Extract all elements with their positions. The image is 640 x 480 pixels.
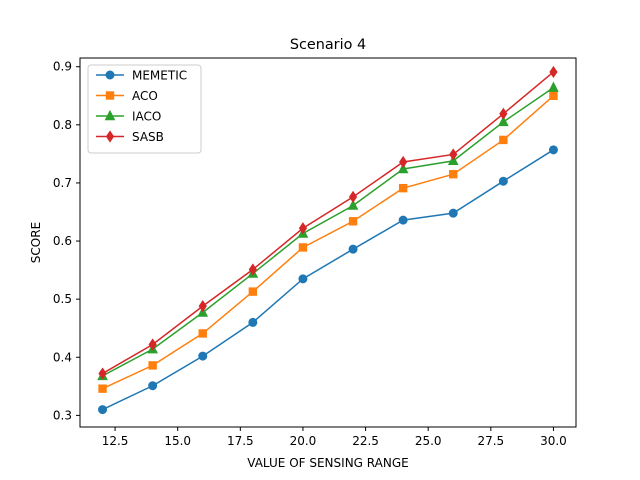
data-point-memetic (298, 274, 308, 284)
legend-label: SASB (132, 130, 164, 144)
data-point-memetic (548, 145, 558, 155)
y-tick-label: 0.7 (53, 176, 72, 190)
data-point-aco (398, 183, 408, 193)
data-point-memetic (98, 405, 108, 415)
series-iaco (97, 81, 559, 381)
y-tick-label: 0.3 (53, 408, 72, 422)
plot-frame (79, 57, 577, 428)
x-tick-label: 30.0 (540, 434, 567, 448)
legend-marker (105, 130, 115, 143)
y-tick-label: 0.9 (53, 60, 72, 74)
data-point-aco (348, 217, 358, 226)
data-point-sasb (298, 222, 308, 235)
data-point-aco (98, 384, 107, 393)
legend-item-aco: ACO (96, 89, 158, 103)
series-line-iaco (102, 87, 554, 377)
y-tick-label: 0.8 (53, 118, 72, 132)
data-point-aco (449, 170, 458, 179)
x-axis-title: VALUE OF SENSING RANGE (247, 456, 408, 470)
legend-box (87, 64, 202, 154)
y-tick-label: 0.4 (53, 350, 72, 364)
data-point-aco (248, 287, 258, 296)
series-sasb (98, 65, 558, 380)
chart-title: Scenario 4 (290, 37, 366, 53)
y-axis-title: SCORE (29, 222, 43, 263)
data-point-iaco (548, 81, 559, 92)
data-point-iaco (397, 162, 409, 174)
series-aco (98, 91, 558, 393)
data-point-sasb (549, 65, 558, 79)
data-point-aco (499, 135, 508, 145)
data-point-sasb (98, 367, 107, 380)
data-point-iaco (498, 115, 509, 127)
y-axis: 0.3 0.4 0.5 0.6 0.7 0.8 0.9 (53, 60, 80, 422)
legend-marker (105, 91, 115, 100)
data-point-memetic (448, 208, 458, 218)
data-point-memetic (498, 176, 508, 186)
data-point-aco (148, 361, 157, 370)
data-point-aco (198, 329, 207, 338)
data-point-sasb (399, 155, 408, 169)
y-tick-label: 0.5 (53, 292, 72, 306)
series-memetic (98, 145, 558, 415)
legend-item-sasb: SASB (96, 130, 164, 144)
series-layer (97, 65, 559, 415)
x-tick-label: 12.5 (102, 434, 129, 448)
series-line-aco (102, 95, 554, 390)
legend-label: MEMETIC (132, 69, 187, 83)
data-point-sasb (148, 338, 157, 351)
x-tick-label: 22.5 (352, 434, 379, 448)
x-tick-label: 17.5 (227, 434, 254, 448)
legend-marker (104, 109, 116, 121)
data-point-sasb (499, 107, 508, 120)
legend-label: ACO (132, 89, 158, 103)
x-tick-label: 27.5 (477, 434, 504, 448)
data-point-aco (298, 243, 308, 252)
series-line-sasb (102, 71, 554, 375)
legend: MEMETIC ACO IACO SASB (87, 64, 202, 154)
legend-item-memetic: MEMETIC (96, 69, 187, 83)
data-point-memetic (248, 317, 258, 327)
data-point-memetic (198, 351, 208, 361)
data-point-memetic (348, 244, 358, 254)
x-axis: 12.5 15.0 17.5 20.0 22.5 25.0 27.5 30.0 (102, 427, 567, 448)
x-tick-label: 15.0 (164, 434, 191, 448)
series-line-memetic (102, 149, 554, 411)
legend-item-iaco: IACO (96, 110, 161, 124)
data-point-sasb (348, 190, 358, 203)
legend-label: IACO (132, 110, 161, 124)
y-tick-label: 0.6 (53, 234, 72, 248)
x-tick-label: 20.0 (290, 434, 317, 448)
legend-marker (105, 70, 115, 80)
data-point-iaco (347, 199, 359, 210)
data-point-sasb (198, 300, 207, 313)
data-point-aco (549, 91, 558, 100)
data-point-sasb (449, 148, 458, 161)
x-tick-label: 25.0 (415, 434, 442, 448)
data-point-memetic (148, 381, 158, 391)
data-point-sasb (248, 263, 257, 276)
data-point-memetic (398, 215, 408, 225)
